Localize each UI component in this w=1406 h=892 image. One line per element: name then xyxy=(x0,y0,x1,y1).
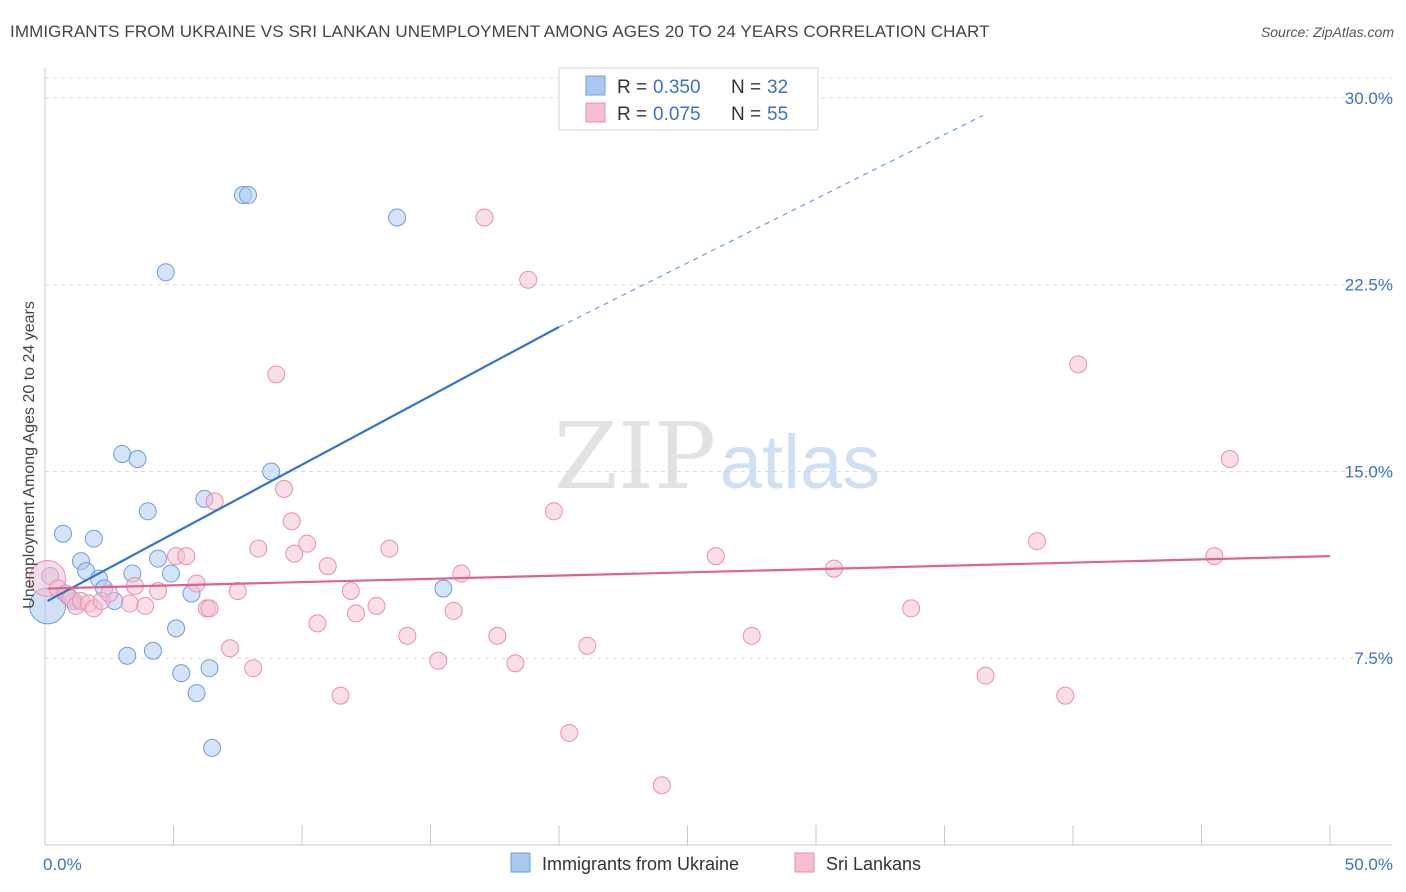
data-point-srilankans xyxy=(902,599,921,618)
legend-n-label-srilankans: N = xyxy=(731,104,761,125)
data-point-ukraine xyxy=(187,684,206,703)
data-point-srilankans xyxy=(380,539,399,558)
data-point-srilankans xyxy=(1205,547,1224,566)
data-point-srilankans xyxy=(475,208,494,227)
data-point-srilankans xyxy=(331,686,350,705)
data-point-srilankans xyxy=(298,534,317,553)
legend-n-value-ukraine: 32 xyxy=(767,77,788,98)
data-point-ukraine xyxy=(434,579,453,598)
watermark-atlas: atlas xyxy=(720,420,881,505)
y-axis-label: Unemployment Among Ages 20 to 24 years xyxy=(21,301,38,609)
data-point-srilankans xyxy=(249,539,268,558)
y-tick-label: 7.5% xyxy=(1354,649,1393,668)
y-tick-label: 22.5% xyxy=(1345,276,1393,295)
series-legend-swatch-srilankans xyxy=(794,852,815,873)
legend-r-label-ukraine: R = xyxy=(617,77,647,98)
data-point-ukraine xyxy=(84,529,103,548)
data-point-srilankans xyxy=(346,604,365,623)
legend-swatch-srilankans xyxy=(585,102,606,123)
data-point-srilankans xyxy=(398,626,417,645)
data-point-ukraine xyxy=(138,502,157,521)
legend-swatch-ukraine xyxy=(585,75,606,96)
data-point-ukraine xyxy=(156,263,175,282)
data-point-srilankans xyxy=(282,512,301,531)
data-point-ukraine xyxy=(167,619,186,638)
data-point-ukraine xyxy=(143,641,162,660)
legend-r-value-srilankans: 0.075 xyxy=(653,104,701,125)
data-point-srilankans xyxy=(136,596,155,615)
trend-line-ukraine xyxy=(47,326,560,602)
data-point-srilankans xyxy=(1069,355,1088,374)
data-point-srilankans xyxy=(285,544,304,563)
series-legend-label-srilankans: Sri Lankans xyxy=(826,854,921,874)
data-point-srilankans xyxy=(578,636,597,655)
data-point-srilankans xyxy=(1028,532,1047,551)
series-legend-label-ukraine: Immigrants from Ukraine xyxy=(542,854,739,874)
data-point-ukraine xyxy=(128,450,147,469)
data-point-srilankans xyxy=(205,492,224,511)
data-point-srilankans xyxy=(652,776,671,795)
trend-lines xyxy=(47,114,1331,602)
x-tick-label-max: 50.0% xyxy=(1345,855,1393,874)
data-point-srilankans xyxy=(1220,450,1239,469)
data-point-srilankans xyxy=(308,614,327,633)
data-point-srilankans xyxy=(742,626,761,645)
data-point-srilankans xyxy=(706,547,725,566)
legend-r-label-srilankans: R = xyxy=(617,104,647,125)
trend-line-srilankans xyxy=(47,555,1331,590)
x-tick-label-min: 0.0% xyxy=(43,855,82,874)
data-point-ukraine xyxy=(53,524,72,543)
data-point-srilankans xyxy=(200,599,219,618)
legend-n-value-srilankans: 55 xyxy=(767,104,788,125)
source-credit: Source: ZipAtlas.com xyxy=(1260,24,1394,40)
data-point-ukraine xyxy=(118,646,137,665)
data-point-srilankans xyxy=(519,270,538,289)
axes xyxy=(44,68,1392,846)
legend-r-value-ukraine: 0.350 xyxy=(653,77,701,98)
data-point-srilankans xyxy=(267,365,286,384)
data-point-srilankans xyxy=(100,584,119,603)
data-point-ukraine xyxy=(161,564,180,583)
trend-extension-ukraine xyxy=(558,114,984,328)
data-point-ukraine xyxy=(203,738,222,757)
data-point-srilankans xyxy=(560,723,579,742)
series-legend-swatch-ukraine xyxy=(510,852,531,873)
data-point-srilankans xyxy=(177,547,196,566)
data-point-srilankans xyxy=(444,601,463,620)
y-tick-label: 30.0% xyxy=(1345,89,1393,108)
data-point-srilankans xyxy=(367,596,386,615)
data-point-srilankans xyxy=(228,581,247,600)
data-point-srilankans xyxy=(506,654,525,673)
data-point-ukraine xyxy=(172,664,191,683)
watermark: ZIP atlas xyxy=(554,403,880,510)
data-point-srilankans xyxy=(544,502,563,521)
data-point-srilankans xyxy=(429,651,448,670)
data-point-ukraine xyxy=(149,549,168,568)
chart-title: IMMIGRANTS FROM UKRAINE VS SRI LANKAN UN… xyxy=(10,22,990,41)
data-point-srilankans xyxy=(275,479,294,498)
data-point-srilankans xyxy=(318,557,337,576)
data-point-srilankans xyxy=(488,626,507,645)
data-points xyxy=(29,186,1239,795)
y-tick-label: 15.0% xyxy=(1345,462,1393,481)
data-point-srilankans xyxy=(244,659,263,678)
data-point-srilankans xyxy=(341,581,360,600)
data-point-ukraine xyxy=(388,208,407,227)
data-point-srilankans xyxy=(976,666,995,685)
watermark-zip: ZIP xyxy=(554,403,716,510)
data-point-srilankans xyxy=(1056,686,1075,705)
correlation-legend: R = 0.350 N = 32 R = 0.075 N = 55 xyxy=(558,67,819,131)
data-point-ukraine xyxy=(200,659,219,678)
tick-labels: 7.5% 15.0% 22.5% 30.0% 0.0% 50.0% xyxy=(43,89,1393,874)
data-point-srilankans xyxy=(452,564,471,583)
legend-n-label-ukraine: N = xyxy=(731,77,761,98)
data-point-ukraine xyxy=(239,186,258,205)
data-point-ukraine xyxy=(113,445,132,464)
data-point-srilankans xyxy=(120,594,139,613)
data-point-srilankans xyxy=(221,639,240,658)
series-legend: Immigrants from Ukraine Sri Lankans xyxy=(510,852,921,874)
